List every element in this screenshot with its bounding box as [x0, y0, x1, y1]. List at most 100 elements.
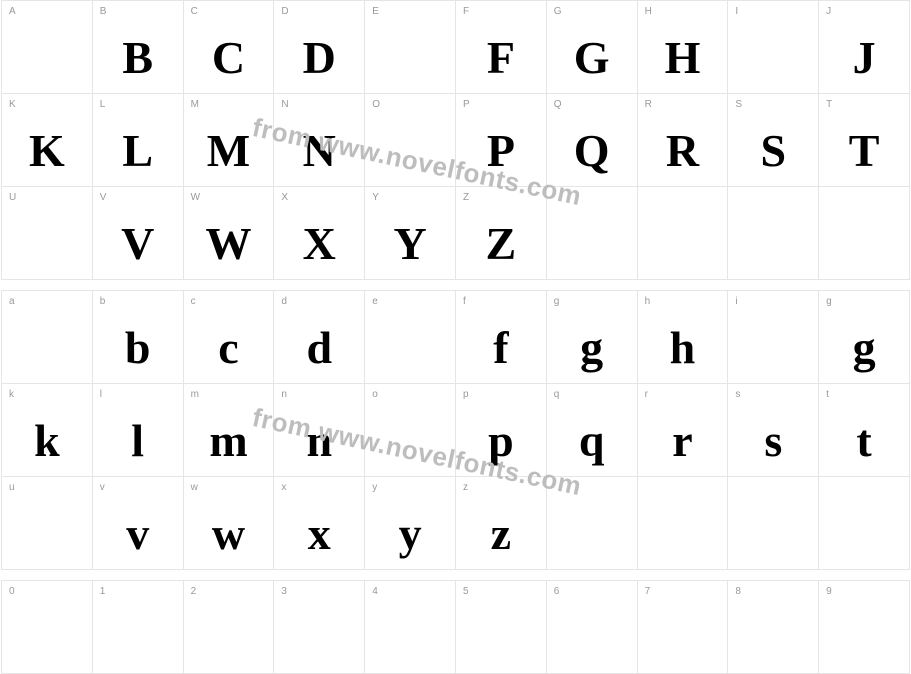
glyph-cell: WW	[183, 187, 274, 280]
cell-label: a	[9, 296, 15, 307]
cell-glyph: q	[547, 418, 637, 464]
glyph-cell	[819, 187, 910, 280]
cell-label: d	[281, 296, 287, 307]
glyph-cell: nn	[274, 384, 365, 477]
cell-glyph: l	[93, 418, 183, 464]
cell-label: r	[645, 389, 648, 400]
section-gap	[0, 570, 911, 580]
glyph-cell	[819, 477, 910, 570]
glyph-cell: dd	[274, 291, 365, 384]
glyph-cell: 4	[365, 581, 456, 674]
cell-label: B	[100, 6, 107, 17]
cell-glyph: n	[274, 418, 364, 464]
cell-label: k	[9, 389, 14, 400]
cell-glyph: c	[184, 325, 274, 371]
table-row: ABBCCDDEFFGGHHIJJ	[2, 1, 910, 94]
cell-label: 2	[191, 586, 197, 597]
glyph-cell: E	[365, 1, 456, 94]
cell-label: n	[281, 389, 287, 400]
table-row: 0123456789	[2, 581, 910, 674]
cell-label: E	[372, 6, 379, 17]
glyph-cell: bb	[92, 291, 183, 384]
cell-label: e	[372, 296, 378, 307]
glyph-cell	[728, 187, 819, 280]
cell-glyph: Q	[547, 128, 637, 174]
cell-label: g	[826, 296, 832, 307]
glyph-cell: O	[365, 94, 456, 187]
cell-glyph: r	[638, 418, 728, 464]
cell-glyph: v	[93, 511, 183, 557]
cell-glyph: Z	[456, 221, 546, 267]
cell-label: i	[735, 296, 737, 307]
glyph-cell: U	[2, 187, 93, 280]
cell-label: 4	[372, 586, 378, 597]
cell-glyph: w	[184, 511, 274, 557]
cell-label: Y	[372, 192, 379, 203]
cell-label: v	[100, 482, 105, 493]
cell-label: S	[735, 99, 742, 110]
glyph-grid-uppercase: ABBCCDDEFFGGHHIJJKKLLMMNNOPPQQRRSSTTUVVW…	[1, 0, 910, 280]
cell-glyph: K	[2, 128, 92, 174]
glyph-cell: 2	[183, 581, 274, 674]
glyph-cell: o	[365, 384, 456, 477]
glyph-grid-digits: 0123456789	[1, 580, 910, 674]
glyph-cell: 6	[546, 581, 637, 674]
cell-label: Q	[554, 99, 562, 110]
glyph-cell: ff	[455, 291, 546, 384]
cell-glyph: M	[184, 128, 274, 174]
cell-label: H	[645, 6, 652, 17]
cell-label: P	[463, 99, 470, 110]
table-row: kkllmmnnoppqqrrsstt	[2, 384, 910, 477]
glyph-cell: 1	[92, 581, 183, 674]
cell-label: u	[9, 482, 15, 493]
cell-label: t	[826, 389, 829, 400]
cell-label: 1	[100, 586, 106, 597]
glyph-cell: yy	[365, 477, 456, 570]
cell-label: N	[281, 99, 288, 110]
cell-glyph: C	[184, 35, 274, 81]
cell-glyph: B	[93, 35, 183, 81]
glyph-cell: BB	[92, 1, 183, 94]
cell-glyph: H	[638, 35, 728, 81]
cell-label: X	[281, 192, 288, 203]
cell-label: I	[735, 6, 738, 17]
glyph-cell: ww	[183, 477, 274, 570]
cell-label: 8	[735, 586, 741, 597]
cell-glyph: T	[819, 128, 909, 174]
cell-label: T	[826, 99, 832, 110]
cell-label: W	[191, 192, 200, 203]
table-row: abbccddeffgghhigg	[2, 291, 910, 384]
glyph-cell: 8	[728, 581, 819, 674]
cell-glyph: m	[184, 418, 274, 464]
cell-label: 3	[281, 586, 287, 597]
cell-glyph: y	[365, 511, 455, 557]
cell-label: K	[9, 99, 16, 110]
cell-label: U	[9, 192, 16, 203]
cell-label: R	[645, 99, 652, 110]
cell-glyph: S	[728, 128, 818, 174]
glyph-cell: qq	[546, 384, 637, 477]
glyph-cell: gg	[819, 291, 910, 384]
cell-label: 6	[554, 586, 560, 597]
glyph-cell: MM	[183, 94, 274, 187]
cell-label: w	[191, 482, 198, 493]
cell-glyph: W	[184, 221, 274, 267]
cell-label: O	[372, 99, 380, 110]
cell-glyph: Y	[365, 221, 455, 267]
glyph-cell: a	[2, 291, 93, 384]
cell-glyph: N	[274, 128, 364, 174]
cell-label: o	[372, 389, 378, 400]
cell-label: c	[191, 296, 196, 307]
glyph-cell: LL	[92, 94, 183, 187]
glyph-cell: A	[2, 1, 93, 94]
glyph-cell: u	[2, 477, 93, 570]
glyph-cell	[637, 187, 728, 280]
cell-glyph: D	[274, 35, 364, 81]
glyph-cell: TT	[819, 94, 910, 187]
glyph-cell: JJ	[819, 1, 910, 94]
glyph-cell: 0	[2, 581, 93, 674]
glyph-cell: YY	[365, 187, 456, 280]
cell-label: p	[463, 389, 469, 400]
section-gap	[0, 280, 911, 290]
cell-glyph: J	[819, 35, 909, 81]
